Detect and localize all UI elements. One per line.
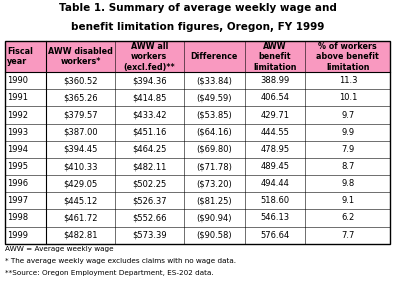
Text: 8.7: 8.7: [341, 162, 355, 171]
Text: 444.55: 444.55: [261, 128, 290, 137]
Text: $526.37: $526.37: [132, 196, 167, 205]
Text: 489.45: 489.45: [260, 162, 290, 171]
Text: 546.13: 546.13: [260, 213, 290, 223]
Text: Difference: Difference: [190, 52, 238, 61]
Text: $429.05: $429.05: [64, 179, 98, 188]
Text: $552.66: $552.66: [132, 213, 167, 223]
Text: $451.16: $451.16: [132, 128, 167, 137]
Text: 1994: 1994: [7, 145, 28, 154]
Text: $482.11: $482.11: [132, 162, 167, 171]
Text: 10.1: 10.1: [339, 93, 357, 102]
Text: 1992: 1992: [7, 111, 28, 120]
Text: Fiscal
year: Fiscal year: [7, 47, 33, 66]
Text: 1990: 1990: [7, 76, 28, 85]
Text: $464.25: $464.25: [132, 145, 167, 154]
Text: $414.85: $414.85: [132, 93, 167, 102]
Text: $387.00: $387.00: [63, 128, 98, 137]
Text: 406.54: 406.54: [260, 93, 290, 102]
Text: ($71.78): ($71.78): [196, 162, 232, 171]
Text: benefit limitation figures, Oregon, FY 1999: benefit limitation figures, Oregon, FY 1…: [71, 22, 324, 32]
Text: ($90.94): ($90.94): [196, 213, 232, 223]
Text: AWW disabled
workers*: AWW disabled workers*: [48, 47, 113, 66]
Text: 388.99: 388.99: [260, 76, 290, 85]
Text: $410.33: $410.33: [64, 162, 98, 171]
Text: 7.9: 7.9: [341, 145, 354, 154]
Text: AWW = Average weekly wage: AWW = Average weekly wage: [5, 246, 113, 252]
Text: 9.7: 9.7: [341, 111, 354, 120]
Text: **Source: Oregon Employment Department, ES-202 data.: **Source: Oregon Employment Department, …: [5, 270, 213, 276]
Text: ($49.59): ($49.59): [196, 93, 232, 102]
Text: $573.39: $573.39: [132, 231, 167, 240]
Text: $394.45: $394.45: [64, 145, 98, 154]
Text: 518.60: 518.60: [260, 196, 290, 205]
Text: $433.42: $433.42: [132, 111, 167, 120]
Text: ($90.58): ($90.58): [196, 231, 232, 240]
Text: $482.81: $482.81: [64, 231, 98, 240]
Text: ($69.80): ($69.80): [196, 145, 232, 154]
Text: ($73.20): ($73.20): [196, 179, 232, 188]
Text: ($64.16): ($64.16): [196, 128, 232, 137]
Text: 11.3: 11.3: [339, 76, 357, 85]
Text: 1998: 1998: [7, 213, 28, 223]
Text: % of workers
above benefit
limitation: % of workers above benefit limitation: [316, 42, 379, 72]
Text: 1996: 1996: [7, 179, 28, 188]
Text: AWW all
workers
(excl.fed)**: AWW all workers (excl.fed)**: [124, 42, 175, 72]
Text: $502.25: $502.25: [132, 179, 166, 188]
Text: 1999: 1999: [7, 231, 28, 240]
Text: $394.36: $394.36: [132, 76, 167, 85]
Text: ($81.25): ($81.25): [196, 196, 232, 205]
Text: 1997: 1997: [7, 196, 28, 205]
Text: $379.57: $379.57: [63, 111, 98, 120]
Text: ($33.84): ($33.84): [196, 76, 232, 85]
Text: AWW
benefit
limitation: AWW benefit limitation: [253, 42, 297, 72]
Bar: [5, 41, 390, 72]
Text: * The average weekly wage excludes claims with no wage data.: * The average weekly wage excludes claim…: [5, 258, 236, 264]
Text: ($53.85): ($53.85): [196, 111, 232, 120]
Text: 9.8: 9.8: [341, 179, 354, 188]
Text: 1991: 1991: [7, 93, 28, 102]
Text: $461.72: $461.72: [64, 213, 98, 223]
Text: 478.95: 478.95: [260, 145, 290, 154]
Text: 576.64: 576.64: [260, 231, 290, 240]
Text: 9.1: 9.1: [341, 196, 354, 205]
Text: $365.26: $365.26: [63, 93, 98, 102]
Text: $360.52: $360.52: [64, 76, 98, 85]
Bar: [5, 41, 390, 244]
Text: 1995: 1995: [7, 162, 28, 171]
Text: 1993: 1993: [7, 128, 28, 137]
Text: 494.44: 494.44: [261, 179, 290, 188]
Text: 9.9: 9.9: [341, 128, 354, 137]
Text: $445.12: $445.12: [64, 196, 98, 205]
Text: 7.7: 7.7: [341, 231, 355, 240]
Text: 6.2: 6.2: [341, 213, 354, 223]
Text: Table 1. Summary of average weekly wage and: Table 1. Summary of average weekly wage …: [58, 3, 337, 13]
Text: 429.71: 429.71: [260, 111, 290, 120]
